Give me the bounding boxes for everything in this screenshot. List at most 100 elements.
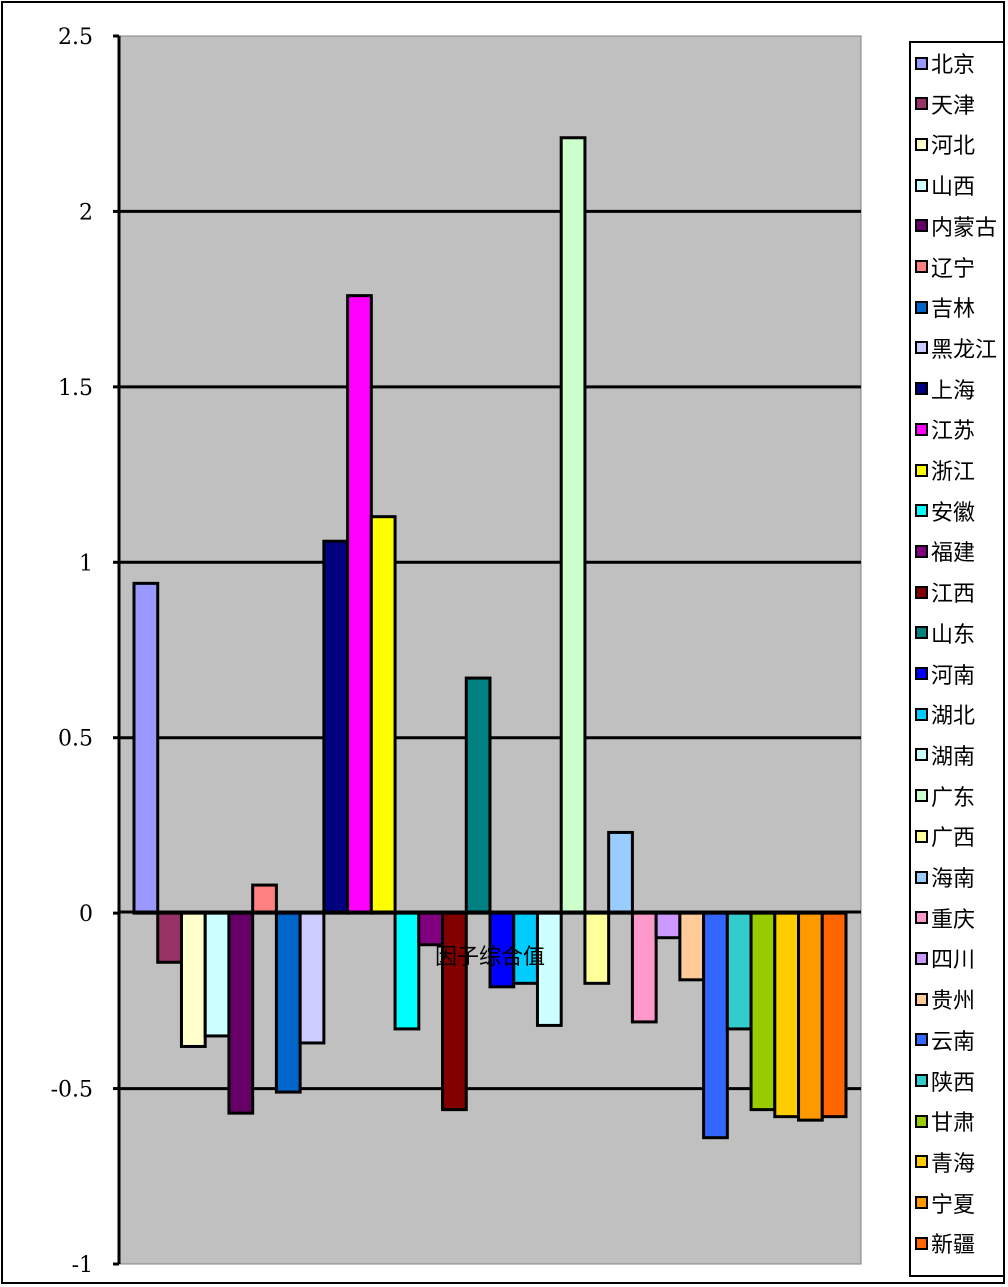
bar-27 [749, 911, 777, 1112]
legend-swatch [915, 789, 928, 803]
bar-24 [678, 911, 706, 982]
legend-item: 陕西 [915, 1066, 975, 1096]
legend-item: 江苏 [915, 414, 975, 444]
legend-swatch [915, 707, 928, 721]
legend-label: 内蒙古 [931, 215, 998, 241]
legend-label: 山东 [931, 622, 976, 648]
legend-swatch [915, 97, 928, 111]
bar-23 [654, 911, 682, 940]
legend-swatch [915, 1155, 928, 1169]
legend-label: 河北 [931, 134, 976, 160]
bar-2 [156, 911, 183, 964]
bar-15 [464, 676, 492, 915]
legend-swatch [915, 992, 928, 1006]
y-tick-label: 0 [79, 902, 93, 927]
bar-5 [227, 911, 255, 1115]
legend-label: 福建 [931, 541, 976, 567]
legend-item: 辽宁 [915, 252, 975, 282]
legend-item: 北京 [915, 48, 975, 78]
legend-item: 河北 [915, 129, 975, 159]
bar-30 [820, 911, 848, 1119]
legend-swatch [915, 911, 928, 925]
legend-item: 新疆 [915, 1228, 975, 1258]
legend-label: 甘肃 [931, 1111, 976, 1137]
legend-item: 上海 [915, 374, 975, 404]
bar-8 [298, 911, 326, 1045]
bar-14 [441, 911, 468, 1112]
legend-label: 江西 [931, 582, 976, 608]
legend-swatch [915, 1074, 928, 1087]
y-tick-label: -1 [72, 1253, 93, 1278]
legend-swatch [915, 260, 928, 273]
legend-swatch [915, 504, 928, 518]
legend-swatch [915, 870, 928, 884]
legend-label: 北京 [931, 53, 976, 78]
y-tick-label: 1 [79, 551, 93, 576]
bar-28 [773, 911, 801, 1119]
legend-item: 海南 [915, 862, 975, 892]
legend-swatch [915, 626, 928, 640]
legend-item: 湖北 [915, 699, 975, 729]
y-tick-label: 2 [79, 200, 93, 225]
y-tick-label: 0.5 [58, 727, 93, 752]
legend-swatch [915, 748, 928, 762]
legend-swatch [915, 829, 928, 843]
bar-26 [725, 911, 753, 1031]
bar-chart: 2.5 2 1.5 1 0.5 0 -0.5 -1 因子综合值 [51, 25, 862, 1278]
y-axis-ticks: 2.5 2 1.5 1 0.5 0 -0.5 -1 [51, 25, 119, 1278]
legend-item: 湖南 [915, 740, 975, 770]
bar-19 [559, 136, 587, 915]
y-tick-label: -0.5 [51, 1078, 93, 1103]
legend-item: 甘肃 [915, 1106, 975, 1136]
legend-swatch [915, 667, 928, 680]
legend-swatch [915, 219, 928, 233]
legend-swatch [915, 178, 928, 192]
legend-item: 山东 [915, 618, 975, 648]
legend-label: 浙江 [931, 460, 976, 485]
legend-swatch [915, 422, 928, 436]
legend-label: 河南 [931, 663, 976, 689]
legend-label: 青海 [931, 1151, 976, 1177]
legend-item: 天津 [915, 89, 975, 119]
legend-item: 吉林 [915, 292, 975, 322]
legend-label: 辽宁 [931, 256, 976, 282]
bar-3 [179, 911, 207, 1048]
legend-label: 山西 [931, 175, 976, 201]
legend-label: 云南 [931, 1029, 976, 1055]
legend-swatch [915, 382, 928, 396]
legend-swatch [915, 300, 928, 314]
legend-label: 上海 [931, 378, 976, 404]
bar-11 [369, 515, 397, 915]
legend-label: 江苏 [931, 419, 976, 445]
legend-label: 黑龙江 [931, 337, 998, 363]
bar-7 [274, 911, 302, 1094]
legend-item: 云南 [915, 1025, 975, 1055]
bar-6 [251, 883, 278, 915]
bar-9 [322, 539, 350, 915]
legend-label: 宁夏 [931, 1192, 976, 1218]
legend-swatch [915, 463, 928, 477]
legend-item: 广东 [915, 781, 975, 811]
y-tick-label: 2.5 [58, 25, 93, 50]
legend-swatch [915, 1196, 928, 1210]
legend-item: 山西 [915, 170, 975, 200]
legend-item: 福建 [915, 536, 975, 566]
legend-swatch [915, 544, 928, 558]
bar-25 [702, 911, 729, 1140]
legend-item: 河南 [915, 659, 975, 689]
legend-item: 四川 [915, 943, 975, 973]
legend-label: 广东 [931, 785, 976, 811]
legend-item: 广西 [915, 821, 975, 851]
bar-12 [393, 911, 421, 1031]
legend-item: 宁夏 [915, 1188, 975, 1218]
bar-29 [797, 911, 824, 1122]
legend-swatch [915, 56, 928, 70]
legend-label: 陕西 [931, 1070, 976, 1096]
bar-22 [630, 911, 658, 1024]
legend-swatch [915, 1236, 928, 1250]
bar-20 [583, 911, 611, 985]
legend-swatch [915, 1114, 928, 1128]
legend-label: 贵州 [931, 989, 976, 1015]
legend-swatch [915, 951, 928, 965]
